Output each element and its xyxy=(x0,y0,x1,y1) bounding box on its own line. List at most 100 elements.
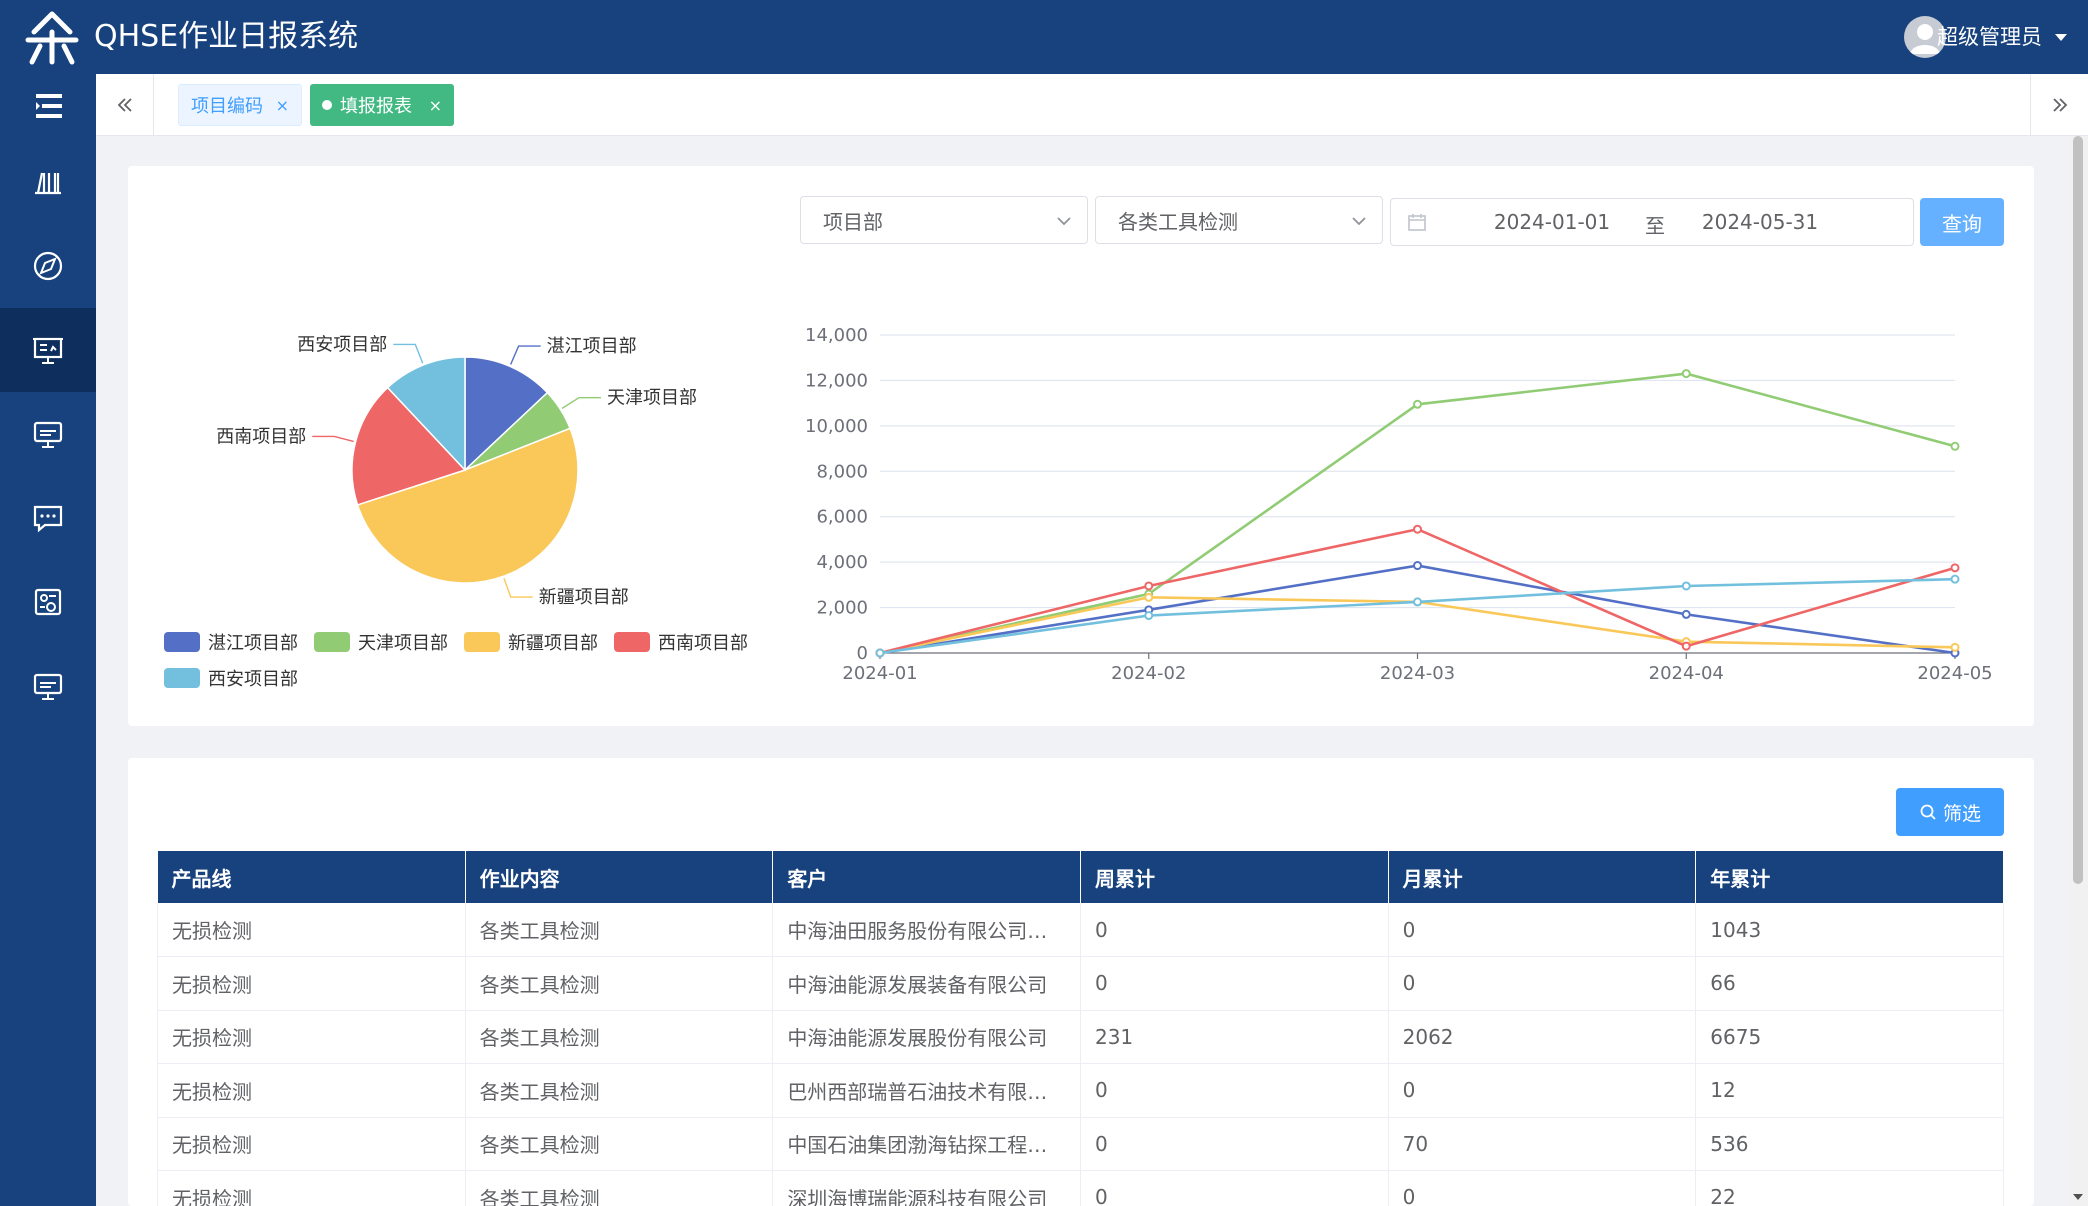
table-cell: 各类工具检测 xyxy=(465,1063,774,1118)
caret-down-icon[interactable] xyxy=(2052,28,2070,46)
table-cell: 无损检测 xyxy=(157,903,466,957)
table-row[interactable]: 无损检测 各类工具检测 中海油能源发展股份有限公司 231 2062 6675 xyxy=(157,1010,2004,1064)
legend-swatch xyxy=(314,632,350,652)
table-cell: 各类工具检测 xyxy=(465,1170,774,1206)
y-tick-label: 12,000 xyxy=(805,370,868,391)
pie-label-line xyxy=(561,396,601,409)
legend-label: 西南项目部 xyxy=(658,633,748,654)
table-row[interactable]: 无损检测 各类工具检测 巴州西部瑞普石油技术有限… 0 0 12 xyxy=(157,1063,2004,1118)
series-line xyxy=(879,527,1956,655)
scrollbar-thumb[interactable] xyxy=(2073,136,2083,884)
pie-label-line xyxy=(510,345,541,365)
table-cell: 66 xyxy=(1695,956,2004,1011)
table-cell: 无损检测 xyxy=(157,1117,466,1171)
monitor-icon xyxy=(33,673,63,700)
query-button[interactable]: 查询 xyxy=(1920,198,2004,246)
pie-label: 西安项目部 xyxy=(297,334,387,355)
close-icon[interactable]: × xyxy=(275,95,289,115)
compass-icon xyxy=(33,251,63,281)
monitor-icon xyxy=(33,421,63,448)
data-point xyxy=(1413,399,1422,409)
app-title: QHSE作业日报系统 xyxy=(94,19,359,54)
table-cell: 巴州西部瑞普石油技术有限… xyxy=(772,1063,1081,1118)
user-icon xyxy=(1910,24,1940,54)
calendar-icon xyxy=(1408,214,1426,231)
table-row[interactable]: 无损检测 各类工具检测 中海油田服务股份有限公司… 0 0 1043 xyxy=(157,903,2004,957)
table-row[interactable]: 无损检测 各类工具检测 中国石油集团渤海钻探工程… 0 70 536 xyxy=(157,1117,2004,1171)
data-point xyxy=(1413,524,1422,534)
user-avatar[interactable] xyxy=(1904,16,1946,58)
table-row[interactable]: 无损检测 各类工具检测 深圳海博瑞能源科技有限公司 0 0 22 xyxy=(157,1170,2004,1206)
sidebar-item-library[interactable] xyxy=(0,140,96,224)
tab-label: 项目编码 xyxy=(191,96,263,117)
sidebar-item-message[interactable] xyxy=(0,476,96,560)
data-point xyxy=(1681,581,1691,591)
sidebar-item-report[interactable] xyxy=(0,308,96,392)
x-tick-label: 2024-03 xyxy=(1380,663,1455,684)
y-tick-label: 14,000 xyxy=(805,325,868,346)
table-cell: 中国石油集团渤海钻探工程… xyxy=(772,1117,1081,1171)
table-cell: 各类工具检测 xyxy=(465,903,774,957)
filter-button-label: 筛选 xyxy=(1942,802,1981,825)
pie-label-line xyxy=(393,343,424,364)
y-tick-label: 6,000 xyxy=(816,507,868,528)
table-cell: 深圳海博瑞能源科技有限公司 xyxy=(772,1170,1081,1206)
sidebar-item-explore[interactable] xyxy=(0,224,96,308)
data-point xyxy=(1681,609,1691,619)
column-header[interactable]: 客户 xyxy=(772,851,1081,903)
table-cell: 1043 xyxy=(1695,903,2004,957)
table-cell: 0 xyxy=(1388,903,1697,957)
category-select[interactable]: 各类工具检测 xyxy=(1095,196,1383,244)
menu-fold-icon[interactable] xyxy=(34,92,64,120)
sidebar-item-monitor-1[interactable] xyxy=(0,392,96,476)
table-cell: 各类工具检测 xyxy=(465,1010,774,1064)
table-cell: 22 xyxy=(1695,1170,2004,1206)
user-name[interactable]: 超级管理员 xyxy=(1937,25,2042,49)
table-cell: 无损检测 xyxy=(157,1063,466,1118)
chevron-down-icon xyxy=(1352,217,1366,226)
table-cell: 231 xyxy=(1080,1010,1389,1064)
tabs-scroll-left[interactable] xyxy=(96,74,154,136)
scroll-down-arrow-icon[interactable] xyxy=(2071,1190,2085,1204)
category-value: 各类工具检测 xyxy=(1118,209,1238,234)
data-point xyxy=(1144,592,1154,602)
table-cell: 0 xyxy=(1080,956,1389,1011)
table-row[interactable]: 无损检测 各类工具检测 中海油能源发展装备有限公司 0 0 66 xyxy=(157,956,2004,1011)
data-point xyxy=(1144,611,1154,621)
table-cell: 中海油能源发展股份有限公司 xyxy=(772,1010,1081,1064)
column-header[interactable]: 年累计 xyxy=(1695,851,2004,903)
id-card-icon xyxy=(34,588,62,616)
date-range-picker[interactable]: 2024-01-01 至 2024-05-31 xyxy=(1390,198,1914,246)
department-select[interactable]: 项目部 xyxy=(800,196,1088,244)
column-header[interactable]: 周累计 xyxy=(1080,851,1389,903)
date-end[interactable]: 2024-05-31 xyxy=(1701,210,1819,234)
series-line xyxy=(879,372,1956,655)
page-scrollbar[interactable] xyxy=(2068,136,2088,1206)
sidebar-item-personnel[interactable] xyxy=(0,560,96,644)
x-tick-label: 2024-02 xyxy=(1111,663,1186,684)
series-line xyxy=(879,564,1956,655)
presentation-icon xyxy=(33,337,63,364)
column-header[interactable]: 作业内容 xyxy=(465,851,774,903)
table-cell: 中海油田服务股份有限公司… xyxy=(772,903,1081,957)
table-cell: 中海油能源发展装备有限公司 xyxy=(772,956,1081,1011)
pie-slice xyxy=(356,427,579,584)
table-cell: 各类工具检测 xyxy=(465,956,774,1011)
column-header[interactable]: 产品线 xyxy=(157,851,466,903)
tab-project-code[interactable]: 项目编码 × xyxy=(178,84,302,126)
date-start[interactable]: 2024-01-01 xyxy=(1493,210,1611,234)
tab-report[interactable]: 填报报表 × xyxy=(310,84,454,126)
filter-button[interactable]: 筛选 xyxy=(1896,788,2004,836)
message-icon xyxy=(33,505,63,533)
table-cell: 无损检测 xyxy=(157,956,466,1011)
table-cell: 无损检测 xyxy=(157,1170,466,1206)
close-icon[interactable]: × xyxy=(428,95,442,115)
data-point xyxy=(1681,369,1691,379)
table-cell: 6675 xyxy=(1695,1010,2004,1064)
y-tick-label: 8,000 xyxy=(816,461,868,482)
sidebar-item-monitor-2[interactable] xyxy=(0,644,96,728)
column-header[interactable]: 月累计 xyxy=(1388,851,1697,903)
y-tick-label: 4,000 xyxy=(816,552,868,573)
tabs-scroll-right[interactable] xyxy=(2030,74,2088,136)
